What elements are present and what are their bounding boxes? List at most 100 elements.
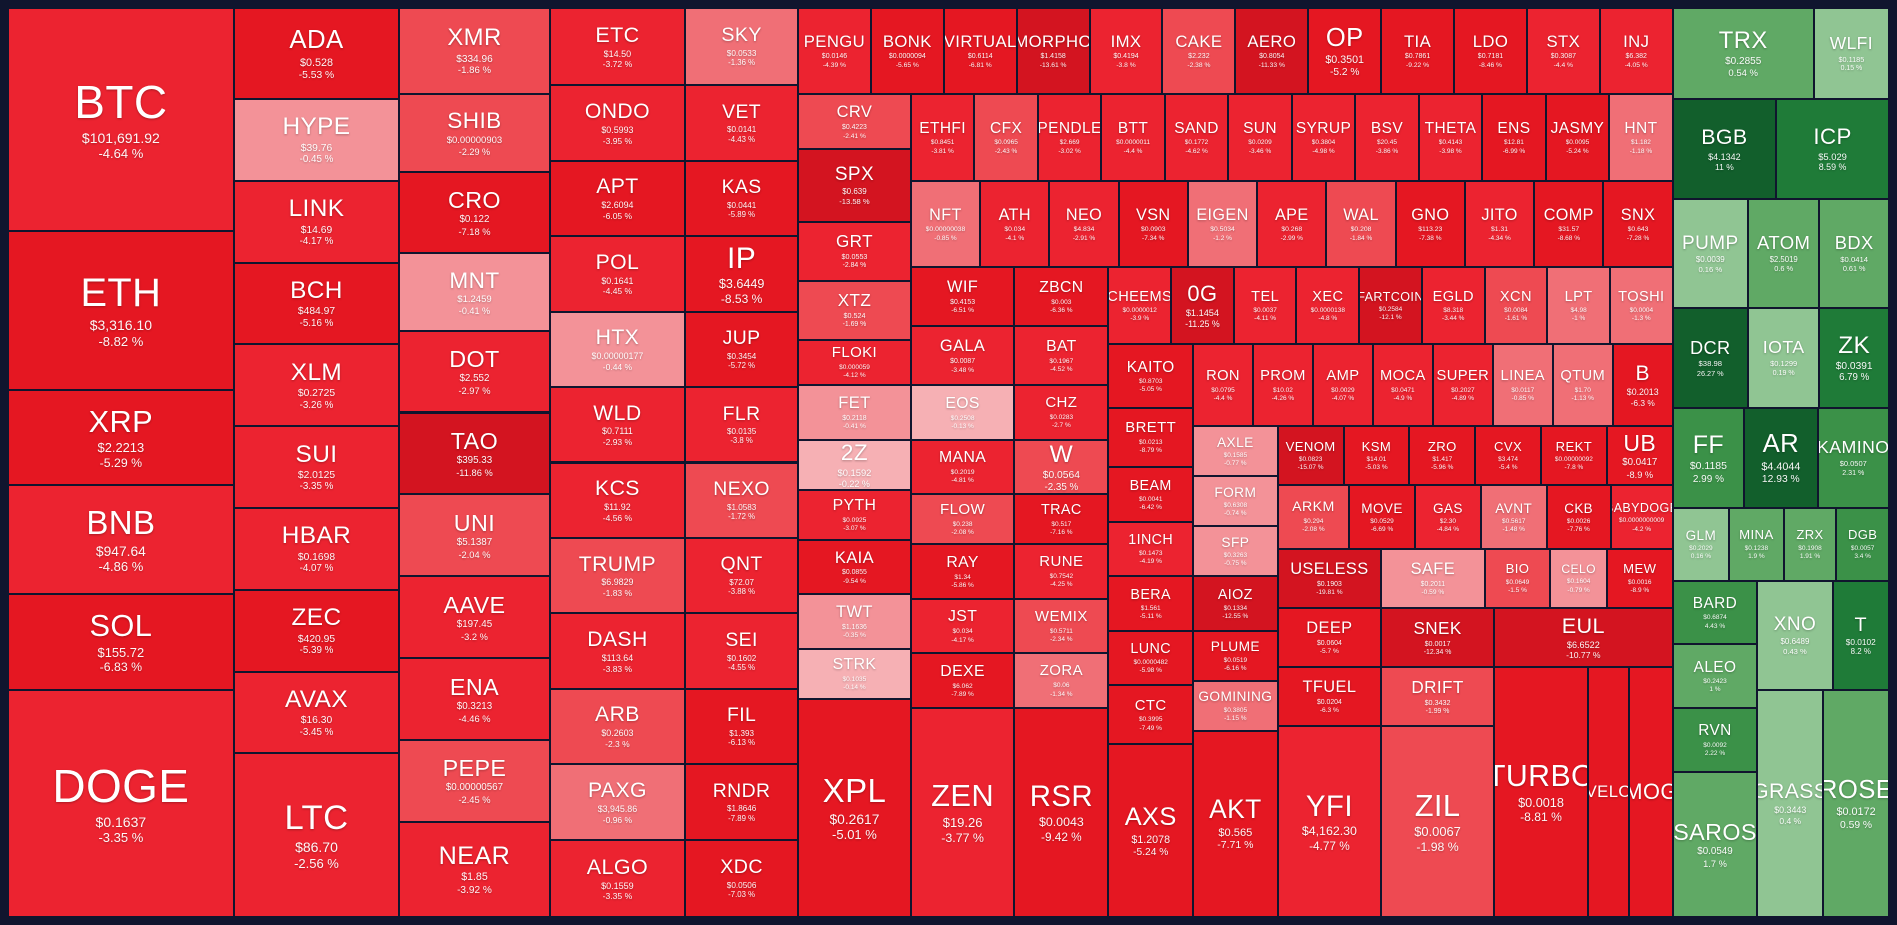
tile-DGB[interactable]: DGB $0.0057 3.4 % <box>1836 507 1889 581</box>
tile-BGB[interactable]: BGB $4.1342 11 % <box>1672 98 1777 199</box>
tile-ATOM[interactable]: ATOM $2.5019 0.6 % <box>1747 198 1820 308</box>
tile-VIRTUAL[interactable]: VIRTUAL $0.6114 -6.81 % <box>943 8 1017 95</box>
tile-SUN[interactable]: SUN $0.0209 -3.46 % <box>1228 94 1292 181</box>
tile-GAS[interactable]: GAS $2.30 -4.84 % <box>1414 485 1481 549</box>
tile-BEAM[interactable]: BEAM $0.0041 -6.42 % <box>1108 467 1194 522</box>
tile-SAND[interactable]: SAND $0.1772 -4.62 % <box>1164 94 1229 181</box>
tile-EOS[interactable]: EOS $0.2508 -0.13 % <box>910 385 1015 440</box>
tile-SYRUP[interactable]: SYRUP $0.3804 -4.98 % <box>1291 94 1356 181</box>
tile-AXS[interactable]: AXS $1.2078 -5.24 % <box>1108 744 1194 917</box>
tile-EGLD[interactable]: EGLD $8.318 -3.44 % <box>1421 267 1485 345</box>
tile-XPL[interactable]: XPL $0.2617 -5.01 % <box>798 698 911 917</box>
tile-JASMY[interactable]: JASMY $0.0095 -5.24 % <box>1545 94 1610 181</box>
tile-BNB[interactable]: BNB $947.64 -4.86 % <box>8 485 234 595</box>
tile-EUL[interactable]: EUL $6.6522 -10.77 % <box>1493 607 1673 668</box>
tile-SHIB[interactable]: SHIB $0.00000903 -2.29 % <box>399 94 550 172</box>
tile-CAKE[interactable]: CAKE $2.232 -2.38 % <box>1162 8 1236 95</box>
tile-TWT[interactable]: TWT $1.1636 -0.35 % <box>798 594 911 649</box>
tile-JST[interactable]: JST $0.034 -4.17 % <box>910 598 1015 654</box>
tile-0G[interactable]: 0G $1.1454 -11.25 % <box>1171 267 1234 345</box>
tile-MORPHO[interactable]: MORPHO $1.4158 -13.61 % <box>1016 8 1090 95</box>
tile-AXLE[interactable]: AXLE $0.1585 -0.77 % <box>1193 426 1278 477</box>
tile-MOG[interactable]: MOG <box>1629 667 1673 917</box>
tile-AKT[interactable]: AKT $0.565 -7.71 % <box>1193 730 1278 917</box>
tile-ALGO[interactable]: ALGO $0.1559 -3.35 % <box>549 839 686 917</box>
tile-SNEK[interactable]: SNEK $0.0017 -12.34 % <box>1381 607 1494 668</box>
tile-MANA[interactable]: MANA $0.2019 -4.81 % <box>910 439 1015 495</box>
tile-SKY[interactable]: SKY $0.0533 -1.36 % <box>685 8 799 86</box>
tile-KCS[interactable]: KCS $11.92 -4.56 % <box>549 462 686 538</box>
tile-NEAR[interactable]: NEAR $1.85 -3.92 % <box>399 821 550 917</box>
tile-AIOZ[interactable]: AIOZ $0.1334 -12.55 % <box>1193 576 1278 631</box>
tile-DCR[interactable]: DCR $38.98 26.27 % <box>1672 307 1748 408</box>
tile-XCN[interactable]: XCN $0.0084 -1.61 % <box>1484 267 1548 345</box>
tile-WLFI[interactable]: WLFI $0.1185 0.15 % <box>1813 8 1889 99</box>
tile-APT[interactable]: APT $2.6094 -6.05 % <box>549 160 686 237</box>
tile-SUI[interactable]: SUI $2.0125 -3.35 % <box>233 426 400 508</box>
tile-ARB[interactable]: ARB $0.2603 -2.3 % <box>549 688 686 765</box>
tile-NFT[interactable]: NFT $0.00000038 -0.85 % <box>910 180 981 268</box>
tile-HYPE[interactable]: HYPE $39.76 -0.45 % <box>233 98 400 181</box>
tile-ATH[interactable]: ATH $0.034 -4.1 % <box>980 180 1050 268</box>
tile-PUMP[interactable]: PUMP $0.0039 0.16 % <box>1672 198 1748 308</box>
tile-REKT[interactable]: REKT $0.00000092 -7.8 % <box>1541 426 1607 486</box>
tile-APE[interactable]: APE $0.268 -2.99 % <box>1257 180 1327 268</box>
tile-AR[interactable]: AR $4.4044 12.93 % <box>1744 407 1818 508</box>
tile-ZEC[interactable]: ZEC $420.95 -5.39 % <box>233 589 400 672</box>
tile-MOVE[interactable]: MOVE $0.0529 -6.69 % <box>1349 485 1415 549</box>
tile-BABYDOGE[interactable]: BABYDOGE$0.0000000009-4.2 % <box>1610 485 1673 549</box>
tile-ZBCN[interactable]: ZBCN $0.003 -6.36 % <box>1014 267 1109 327</box>
tile-XTZ[interactable]: XTZ $0.524 -1.69 % <box>798 280 911 340</box>
tile-ZORA[interactable]: ZORA $0.06 -1.34 % <box>1014 653 1109 708</box>
tile-B[interactable]: B $0.2013 -6.3 % <box>1612 344 1673 427</box>
tile-XMR[interactable]: XMR $334.96 -1.86 % <box>399 8 550 95</box>
tile-CRO[interactable]: CRO $0.122 -7.18 % <box>399 171 550 254</box>
tile-PEPE[interactable]: PEPE $0.00000567 -2.45 % <box>399 739 550 822</box>
tile-FORM[interactable]: FORM $0.6308 -0.74 % <box>1193 476 1278 527</box>
tile-PAXG[interactable]: PAXG $3,945.86 -0.96 % <box>549 764 686 840</box>
tile-PLUME[interactable]: PLUME $0.0519 -6.16 % <box>1193 630 1278 681</box>
tile-MNT[interactable]: MNT $1.2459 -0.41 % <box>399 253 550 331</box>
tile-STX[interactable]: STX $0.3087 -4.4 % <box>1526 8 1600 95</box>
tile-DEEP[interactable]: DEEP $0.0604 -5.7 % <box>1277 607 1382 668</box>
tile-VENOM[interactable]: VENOM $0.0823 -15.07 % <box>1277 426 1344 486</box>
tile-CFX[interactable]: CFX $0.0965 -2.43 % <box>974 94 1038 181</box>
tile-FARTCOIN[interactable]: FARTCOIN $0.2584 -12.1 % <box>1359 267 1422 345</box>
tile-CRV[interactable]: CRV $0.4223 -2.41 % <box>798 94 911 149</box>
tile-TFUEL[interactable]: TFUEL $0.0204 -6.3 % <box>1277 667 1382 727</box>
tile-LINEA[interactable]: LINEA $0.0117 -0.85 % <box>1492 344 1553 427</box>
tile-FF[interactable]: FF $0.1185 2.99 % <box>1672 407 1745 508</box>
tile-1INCH[interactable]: 1INCH $0.1473 -4.19 % <box>1108 521 1194 577</box>
tile-AAVE[interactable]: AAVE $197.45 -3.2 % <box>399 576 550 658</box>
tile-KAITO[interactable]: KAITO $0.8703 -5.05 % <box>1108 344 1194 408</box>
tile-CKB[interactable]: CKB $0.0026 -7.76 % <box>1546 485 1611 549</box>
tile-PENGU[interactable]: PENGU $0.0146 -4.39 % <box>798 8 871 95</box>
tile-WLD[interactable]: WLD $0.7111 -2.93 % <box>549 387 686 463</box>
tile-2Z[interactable]: 2Z $0.1592 -0.22 % <box>798 439 911 490</box>
tile-CVX[interactable]: CVX $3.474 -5.4 % <box>1475 426 1541 486</box>
tile-TEL[interactable]: TEL $0.0037 -4.11 % <box>1233 267 1297 345</box>
tile-WEMIX[interactable]: WEMIX $0.5711 -2.34 % <box>1014 598 1109 654</box>
tile-WIF[interactable]: WIF $0.4153 -6.51 % <box>910 267 1015 327</box>
tile-SPX[interactable]: SPX $0.639 -13.58 % <box>798 148 911 222</box>
tile-SUPER[interactable]: SUPER $0.2027 -4.89 % <box>1432 344 1493 427</box>
tile-WAL[interactable]: WAL $0.208 -1.84 % <box>1326 180 1396 268</box>
tile-LTC[interactable]: LTC $86.70 -2.56 % <box>233 753 400 917</box>
tile-JITO[interactable]: JITO $1.31 -4.34 % <box>1464 180 1535 268</box>
tile-TRAC[interactable]: TRAC $0.517 -7.16 % <box>1014 494 1109 545</box>
tile-AERO[interactable]: AERO $0.8054 -11.33 % <box>1235 8 1309 95</box>
tile-FET[interactable]: FET $0.2118 -0.41 % <box>798 385 911 440</box>
tile-CELO[interactable]: CELO $0.1604 -0.79 % <box>1550 548 1607 608</box>
tile-IP[interactable]: IP $3.6449 -8.53 % <box>685 236 799 312</box>
tile-ICP[interactable]: ICP $5.029 8.59 % <box>1776 98 1889 199</box>
tile-ENS[interactable]: ENS $12.81 -6.99 % <box>1482 94 1546 181</box>
tile-ETHFI[interactable]: ETHFI $0.8451 -3.81 % <box>910 94 975 181</box>
tile-BAT[interactable]: BAT $0.1967 -4.52 % <box>1014 326 1109 386</box>
tile-DASH[interactable]: DASH $113.64 -3.83 % <box>549 613 686 689</box>
tile-FLOKI[interactable]: FLOKI $0.000059 -4.12 % <box>798 339 911 386</box>
tile-RAY[interactable]: RAY $1.34 -5.86 % <box>910 544 1015 599</box>
tile-IOTA[interactable]: IOTA $0.1299 0.19 % <box>1747 307 1820 408</box>
tile-SEI[interactable]: SEI $0.1602 -4.55 % <box>685 613 799 689</box>
tile-UNI[interactable]: UNI $5.1387 -2.04 % <box>399 494 550 577</box>
